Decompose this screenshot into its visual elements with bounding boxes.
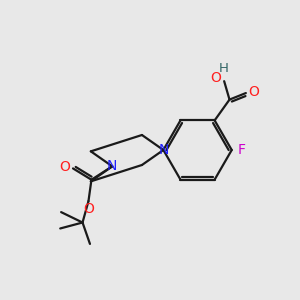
Text: O: O xyxy=(248,85,259,99)
Text: O: O xyxy=(83,202,94,216)
Text: N: N xyxy=(107,159,117,173)
Text: H: H xyxy=(219,62,229,75)
Text: F: F xyxy=(237,143,245,157)
Text: O: O xyxy=(211,71,222,85)
Text: O: O xyxy=(60,160,70,174)
Text: N: N xyxy=(158,143,169,157)
